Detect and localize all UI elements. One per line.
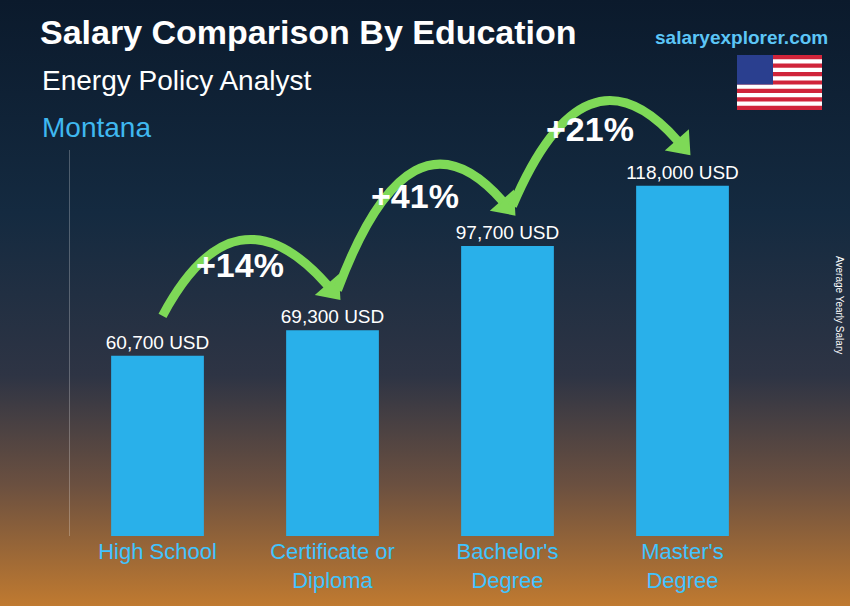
svg-text:+14%: +14% (196, 246, 284, 284)
svg-text:salaryexplorer.com: salaryexplorer.com (655, 27, 828, 48)
svg-text:97,700 USD: 97,700 USD (456, 222, 560, 243)
svg-text:Energy Policy Analyst: Energy Policy Analyst (42, 65, 311, 96)
svg-text:118,000 USD: 118,000 USD (626, 162, 739, 183)
svg-text:Bachelor'sDegree: Bachelor'sDegree (456, 539, 558, 593)
svg-text:High School: High School (98, 539, 217, 564)
svg-text:Montana: Montana (42, 112, 151, 143)
svg-text:Master'sDegree: Master'sDegree (641, 539, 723, 593)
svg-text:Certificate orDiploma: Certificate orDiploma (270, 539, 395, 593)
svg-text:Salary Comparison By Education: Salary Comparison By Education (40, 13, 577, 51)
svg-text:+41%: +41% (371, 177, 459, 215)
svg-text:+21%: +21% (546, 110, 634, 148)
svg-text:Average Yearly Salary: Average Yearly Salary (834, 256, 845, 354)
svg-text:60,700 USD: 60,700 USD (106, 332, 210, 353)
svg-text:69,300 USD: 69,300 USD (281, 306, 385, 327)
